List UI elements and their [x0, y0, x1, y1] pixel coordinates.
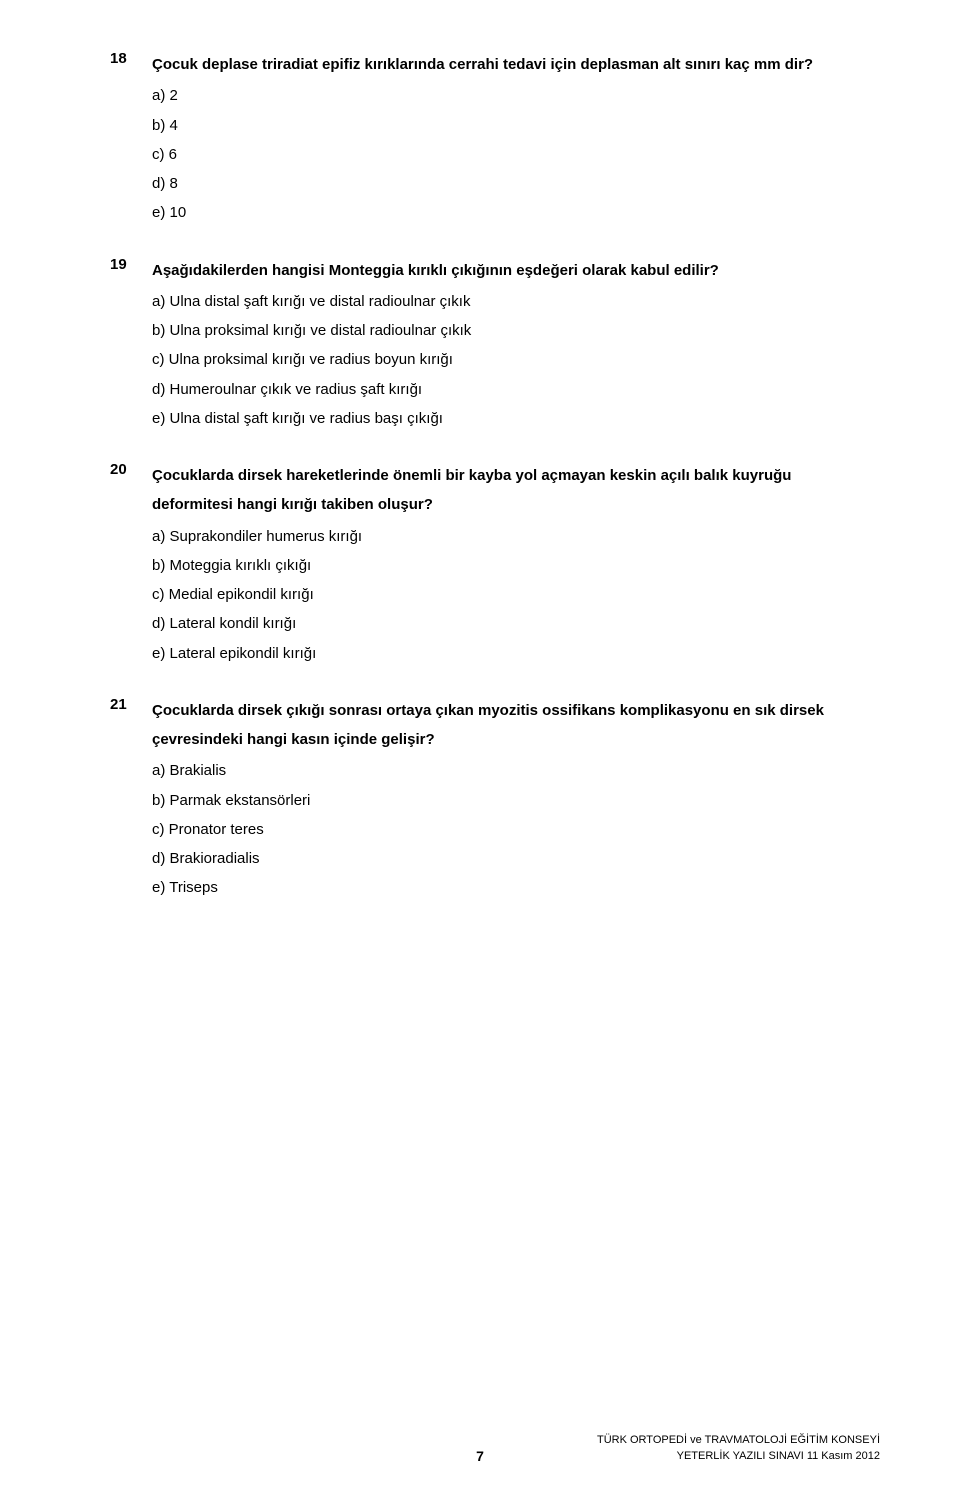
footer-line-2: YETERLİK YAZILI SINAVI 11 Kasım 2012 [0, 1449, 880, 1464]
question-block: 18Çocuk deplase triradiat epifiz kırıkla… [110, 50, 850, 228]
answer-option: c) Pronator teres [152, 815, 850, 844]
questions-container: 18Çocuk deplase triradiat epifiz kırıkla… [110, 50, 850, 903]
answer-option: b) Ulna proksimal kırığı ve distal radio… [152, 316, 850, 345]
answer-option: c) Medial epikondil kırığı [152, 580, 850, 609]
question-number: 20 [110, 461, 152, 668]
answer-option: b) Moteggia kırıklı çıkığı [152, 551, 850, 580]
answer-option: e) Ulna distal şaft kırığı ve radius baş… [152, 404, 850, 433]
answer-option: d) Brakioradialis [152, 844, 850, 873]
question-block: 20Çocuklarda dirsek hareketlerinde öneml… [110, 461, 850, 668]
question-number: 19 [110, 256, 152, 434]
question-text: Aşağıdakilerden hangisi Monteggia kırıkl… [152, 256, 850, 285]
answer-option: d) Humeroulnar çıkık ve radius şaft kırı… [152, 375, 850, 404]
page-footer: TÜRK ORTOPEDİ ve TRAVMATOLOJİ EĞİTİM KON… [0, 1433, 960, 1464]
footer-line-1: TÜRK ORTOPEDİ ve TRAVMATOLOJİ EĞİTİM KON… [0, 1433, 880, 1448]
answer-option: d) 8 [152, 169, 850, 198]
answer-option: a) 2 [152, 81, 850, 110]
question-body: Çocuklarda dirsek çıkığı sonrası ortaya … [152, 696, 850, 903]
question-number: 18 [110, 50, 152, 228]
answer-option: e) 10 [152, 198, 850, 227]
answer-option: e) Lateral epikondil kırığı [152, 639, 850, 668]
answer-option: a) Suprakondiler humerus kırığı [152, 522, 850, 551]
question-body: Çocuklarda dirsek hareketlerinde önemli … [152, 461, 850, 668]
question-block: 19Aşağıdakilerden hangisi Monteggia kırı… [110, 256, 850, 434]
answer-option: d) Lateral kondil kırığı [152, 609, 850, 638]
answer-option: b) 4 [152, 111, 850, 140]
answer-option: a) Brakialis [152, 756, 850, 785]
page-number: 7 [476, 1448, 484, 1464]
answer-option: e) Triseps [152, 873, 850, 902]
question-block: 21Çocuklarda dirsek çıkığı sonrası ortay… [110, 696, 850, 903]
question-body: Çocuk deplase triradiat epifiz kırıkları… [152, 50, 850, 228]
question-text: Çocuk deplase triradiat epifiz kırıkları… [152, 50, 850, 79]
answer-option: b) Parmak ekstansörleri [152, 786, 850, 815]
answer-option: c) Ulna proksimal kırığı ve radius boyun… [152, 345, 850, 374]
answer-option: c) 6 [152, 140, 850, 169]
question-body: Aşağıdakilerden hangisi Monteggia kırıkl… [152, 256, 850, 434]
question-number: 21 [110, 696, 152, 903]
answer-option: a) Ulna distal şaft kırığı ve distal rad… [152, 287, 850, 316]
footer-right: TÜRK ORTOPEDİ ve TRAVMATOLOJİ EĞİTİM KON… [0, 1433, 880, 1464]
question-text: Çocuklarda dirsek hareketlerinde önemli … [152, 461, 850, 520]
question-text: Çocuklarda dirsek çıkığı sonrası ortaya … [152, 696, 850, 755]
